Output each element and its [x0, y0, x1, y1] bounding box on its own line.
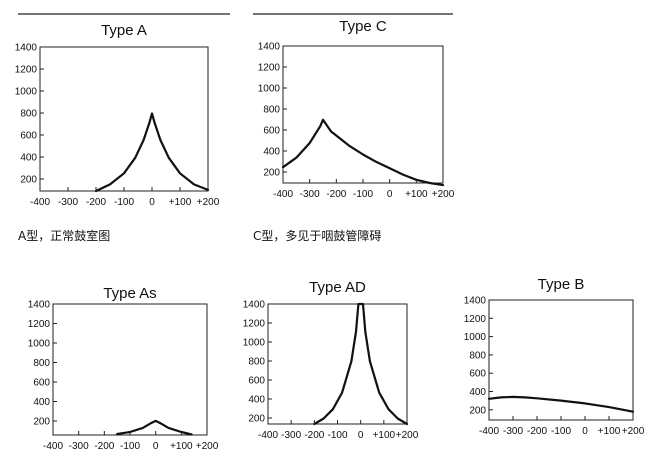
chart-title: Type A — [101, 22, 147, 39]
x-tick-label: +100 — [405, 189, 428, 200]
series-line — [313, 302, 409, 426]
x-tick-label: 0 — [358, 430, 364, 441]
y-tick-label: 600 — [33, 378, 50, 389]
chart-title: Type AD — [309, 279, 366, 296]
x-tick-label: -100 — [120, 441, 140, 450]
x-tick-label: -100 — [114, 197, 134, 208]
caption-type-a: A型，正常鼓室图 — [18, 229, 111, 243]
y-tick-label: 1400 — [464, 296, 487, 307]
x-tick-label: 0 — [582, 426, 588, 437]
y-tick-label: 1200 — [15, 65, 38, 76]
x-tick-label: -200 — [326, 189, 346, 200]
y-tick-label: 1000 — [243, 338, 266, 349]
y-tick-label: 1400 — [258, 42, 281, 53]
y-tick-label: 400 — [469, 387, 486, 398]
chart-type-b: Type B 1400 1200 1000 800 600 400 200 -400 -300 -2… — [464, 276, 645, 437]
y-tick-label: 1000 — [15, 87, 38, 98]
y-tick-label: 600 — [469, 369, 486, 380]
y-tick-label: 800 — [263, 105, 280, 116]
series-line — [94, 112, 210, 193]
series-line — [116, 419, 193, 436]
x-tick-label: -200 — [94, 441, 114, 450]
x-tick-label: -200 — [304, 430, 324, 441]
chart-type-c: Type C 1400 1200 1000 800 600 400 200 -400 -300 -2… — [258, 18, 455, 200]
x-tick-label: -400 — [258, 430, 278, 441]
y-tick-label: 1000 — [464, 332, 487, 343]
x-tick-label: +200 — [396, 430, 419, 441]
x-tick-label: -300 — [503, 426, 523, 437]
x-tick-label: -200 — [527, 426, 547, 437]
x-tick-label: -100 — [327, 430, 347, 441]
y-tick-label: 1400 — [28, 300, 51, 311]
plot-frame — [282, 45, 444, 184]
x-tick-label: +100 — [598, 426, 621, 437]
y-tick-label: 800 — [248, 357, 265, 368]
y-tick-label: 600 — [248, 376, 265, 387]
series-line — [487, 395, 635, 413]
caption-type-c: C型，多见于咽鼓管障碍 — [253, 229, 382, 243]
chart-type-a: Type A 1400 1200 1000 800 600 400 200 -400 -300 -2… — [15, 22, 220, 208]
x-tick-label: -400 — [43, 441, 63, 450]
chart-title: Type As — [103, 285, 156, 302]
y-tick-label: 400 — [20, 153, 37, 164]
plot-frame — [39, 46, 209, 192]
x-tick-label: -400 — [273, 189, 293, 200]
y-tick-label: 200 — [469, 405, 486, 416]
x-tick-label: -300 — [300, 189, 320, 200]
y-tick-label: 1200 — [28, 319, 51, 330]
y-tick-label: 1000 — [258, 84, 281, 95]
y-tick-label: 400 — [33, 397, 50, 408]
x-tick-label: +200 — [196, 441, 219, 450]
x-tick-label: +100 — [170, 441, 193, 450]
x-tick-label: -100 — [551, 426, 571, 437]
x-tick-label: -100 — [353, 189, 373, 200]
y-tick-label: 600 — [20, 131, 37, 142]
y-tick-label: 600 — [263, 126, 280, 137]
x-tick-label: -300 — [69, 441, 89, 450]
x-tick-label: +200 — [432, 189, 455, 200]
x-tick-label: -200 — [86, 197, 106, 208]
y-tick-label: 1200 — [258, 63, 281, 74]
y-tick-label: 400 — [263, 147, 280, 158]
chart-title: Type C — [339, 18, 387, 35]
series-line — [281, 118, 445, 187]
x-tick-label: +200 — [622, 426, 645, 437]
x-tick-label: 0 — [153, 441, 159, 450]
y-tick-label: 400 — [248, 395, 265, 406]
x-tick-label: -300 — [58, 197, 78, 208]
plot-frame — [488, 299, 634, 421]
y-tick-label: 1000 — [28, 339, 51, 350]
x-tick-label: -400 — [479, 426, 499, 437]
x-tick-label: +200 — [197, 197, 220, 208]
y-tick-label: 800 — [20, 109, 37, 120]
y-tick-label: 800 — [33, 358, 50, 369]
y-tick-label: 800 — [469, 350, 486, 361]
plot-frame — [52, 303, 208, 436]
x-tick-label: -300 — [281, 430, 301, 441]
y-tick-label: 1200 — [464, 314, 487, 325]
y-tick-label: 200 — [33, 417, 50, 428]
x-tick-label: +100 — [169, 197, 192, 208]
y-tick-label: 200 — [248, 414, 265, 425]
chart-title: Type B — [538, 276, 585, 293]
x-tick-label: -400 — [30, 197, 50, 208]
y-tick-label: 1200 — [243, 319, 266, 330]
y-tick-label: 1400 — [15, 43, 38, 54]
y-tick-label: 1400 — [243, 300, 266, 311]
y-tick-label: 200 — [263, 168, 280, 179]
y-tick-label: 200 — [20, 175, 37, 186]
x-tick-label: +100 — [373, 430, 396, 441]
x-tick-label: 0 — [149, 197, 155, 208]
x-tick-label: 0 — [387, 189, 393, 200]
